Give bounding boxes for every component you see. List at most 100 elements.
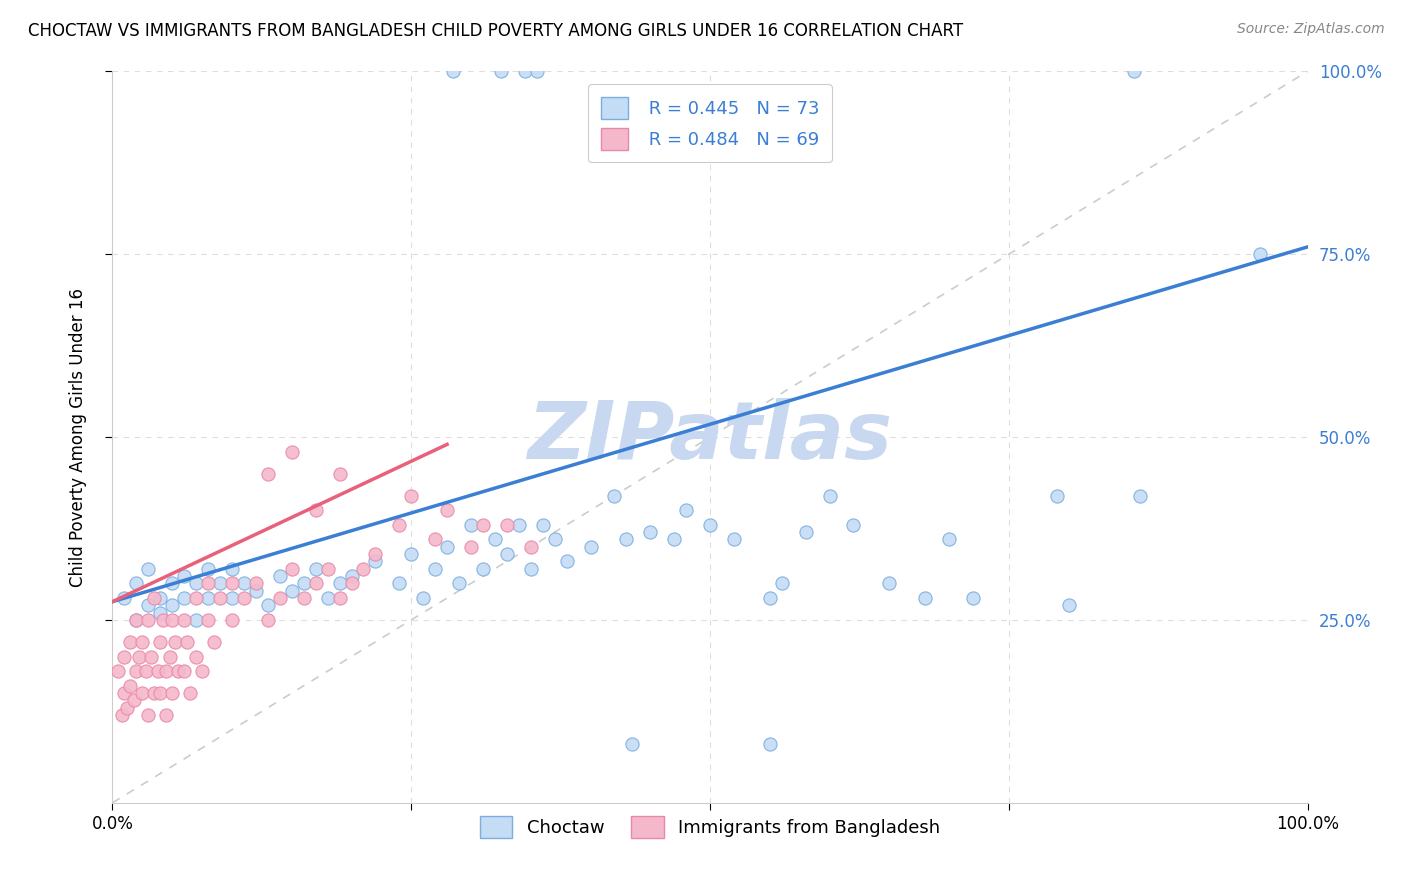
Point: [520, 540, 543, 554]
Point: [257, 613, 280, 627]
Point: [149, 686, 172, 700]
Y-axis label: Child Poverty Among Girls Under 16: Child Poverty Among Girls Under 16: [69, 287, 87, 587]
Point: [162, 686, 183, 700]
Point: [531, 517, 554, 532]
Point: [759, 591, 782, 605]
Point: [221, 576, 243, 591]
Point: [125, 613, 148, 627]
Point: [162, 576, 183, 591]
Point: [114, 591, 135, 605]
Point: [699, 517, 721, 532]
Point: [723, 533, 745, 547]
Point: [125, 664, 148, 678]
Point: [436, 540, 458, 554]
Point: [340, 576, 363, 591]
Point: [496, 517, 519, 532]
Point: [115, 700, 138, 714]
Point: [221, 562, 243, 576]
Point: [269, 569, 291, 583]
Point: [460, 517, 482, 532]
Point: [146, 664, 169, 678]
Point: [120, 679, 142, 693]
Point: [938, 533, 960, 547]
Point: [770, 576, 793, 591]
Point: [329, 467, 352, 481]
Point: [543, 533, 565, 547]
Point: [914, 591, 936, 605]
Point: [352, 562, 374, 576]
Point: [186, 613, 208, 627]
Point: [818, 489, 841, 503]
Point: [155, 708, 177, 723]
Point: [664, 533, 686, 547]
Point: [138, 599, 160, 613]
Point: [131, 686, 153, 700]
Point: [472, 562, 495, 576]
Point: [555, 554, 578, 568]
Point: [329, 576, 352, 591]
Point: [1123, 64, 1146, 78]
Point: [173, 591, 195, 605]
Point: [163, 635, 186, 649]
Point: [135, 664, 157, 678]
Point: [520, 562, 543, 576]
Point: [114, 649, 135, 664]
Point: [489, 64, 512, 78]
Point: [364, 554, 387, 568]
Point: [186, 591, 208, 605]
Point: [269, 591, 291, 605]
Point: [159, 649, 181, 664]
Point: [640, 525, 662, 540]
Point: [305, 503, 328, 517]
Point: [221, 613, 243, 627]
Point: [425, 562, 447, 576]
Point: [125, 613, 148, 627]
Point: [197, 576, 219, 591]
Point: [579, 540, 602, 554]
Point: [173, 664, 195, 678]
Point: [186, 649, 208, 664]
Point: [364, 547, 387, 561]
Point: [162, 599, 183, 613]
Point: [508, 517, 530, 532]
Point: [149, 591, 172, 605]
Point: [1057, 599, 1080, 613]
Point: [484, 533, 506, 547]
Point: [603, 489, 626, 503]
Point: [305, 576, 328, 591]
Point: [152, 613, 174, 627]
Point: [209, 576, 232, 591]
Point: [149, 635, 172, 649]
Point: [138, 562, 160, 576]
Point: [209, 591, 232, 605]
Point: [794, 525, 817, 540]
Point: [114, 686, 135, 700]
Point: [122, 693, 145, 707]
Point: [441, 64, 464, 78]
Point: [388, 576, 411, 591]
Point: [316, 591, 339, 605]
Point: [202, 635, 225, 649]
Point: [1249, 247, 1271, 261]
Point: [149, 606, 172, 620]
Point: [329, 591, 352, 605]
Point: [436, 503, 458, 517]
Point: [526, 64, 548, 78]
Point: [616, 533, 638, 547]
Point: [111, 708, 134, 723]
Point: [472, 517, 495, 532]
Point: [292, 576, 315, 591]
Point: [425, 533, 447, 547]
Point: [257, 467, 280, 481]
Point: [962, 591, 984, 605]
Point: [191, 664, 214, 678]
Point: [447, 576, 470, 591]
Point: [621, 737, 644, 751]
Point: [197, 613, 219, 627]
Point: [107, 664, 129, 678]
Point: [186, 576, 208, 591]
Point: [401, 547, 423, 561]
Point: [245, 576, 267, 591]
Point: [233, 576, 256, 591]
Point: [305, 562, 328, 576]
